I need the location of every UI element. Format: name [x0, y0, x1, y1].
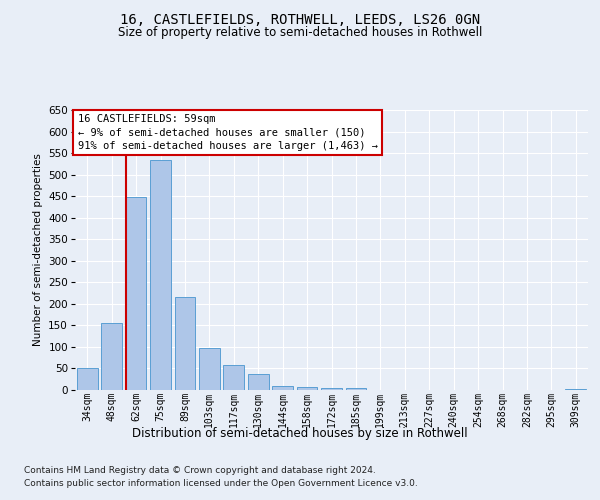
- Bar: [346, 388, 367, 390]
- Bar: [101, 323, 122, 390]
- Bar: [321, 388, 342, 390]
- Bar: [199, 348, 220, 390]
- Y-axis label: Number of semi-detached properties: Number of semi-detached properties: [33, 154, 43, 346]
- Bar: [248, 374, 269, 390]
- Bar: [175, 298, 196, 390]
- Bar: [272, 386, 293, 390]
- Bar: [150, 160, 171, 390]
- Text: 16, CASTLEFIELDS, ROTHWELL, LEEDS, LS26 0GN: 16, CASTLEFIELDS, ROTHWELL, LEEDS, LS26 …: [120, 12, 480, 26]
- Bar: [77, 368, 98, 390]
- Text: Contains HM Land Registry data © Crown copyright and database right 2024.: Contains HM Land Registry data © Crown c…: [24, 466, 376, 475]
- Text: Distribution of semi-detached houses by size in Rothwell: Distribution of semi-detached houses by …: [132, 428, 468, 440]
- Text: Size of property relative to semi-detached houses in Rothwell: Size of property relative to semi-detach…: [118, 26, 482, 39]
- Text: 16 CASTLEFIELDS: 59sqm
← 9% of semi-detached houses are smaller (150)
91% of sem: 16 CASTLEFIELDS: 59sqm ← 9% of semi-deta…: [77, 114, 377, 150]
- Bar: [223, 364, 244, 390]
- Text: Contains public sector information licensed under the Open Government Licence v3: Contains public sector information licen…: [24, 479, 418, 488]
- Bar: [125, 197, 146, 390]
- Bar: [296, 386, 317, 390]
- Bar: [565, 388, 586, 390]
